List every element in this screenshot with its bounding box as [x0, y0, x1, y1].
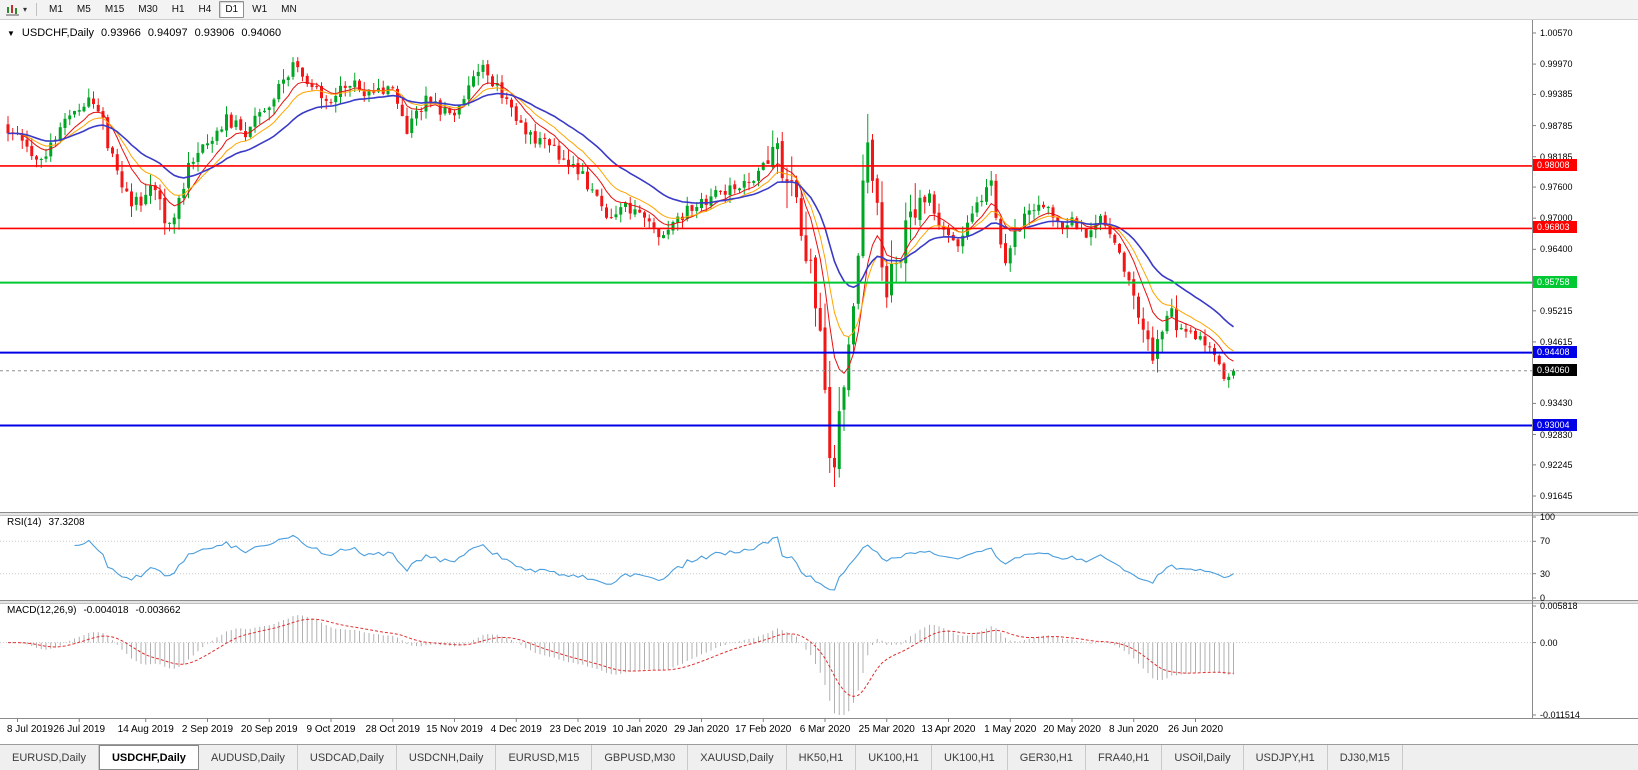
date-label: 25 Mar 2020	[858, 724, 915, 735]
date-label: 10 Jan 2020	[612, 724, 668, 735]
date-label: 9 Oct 2019	[306, 724, 356, 735]
date-label: 1 May 2020	[984, 724, 1037, 735]
chart-tab-USDCNH-Daily[interactable]: USDCNH,Daily	[396, 745, 497, 770]
chart-tab-USDJPY-H1[interactable]: USDJPY,H1	[1243, 745, 1328, 770]
hline-price-tag: 0.95758	[1533, 275, 1577, 288]
price-axis-label: 0.92245	[1540, 459, 1573, 470]
timeframe-button-MN[interactable]: MN	[281, 4, 297, 15]
rsi-axis-label: 0	[1540, 593, 1546, 603]
chart-open-value: 0.93966	[101, 27, 141, 39]
chart-tab-EURUSD-M15[interactable]: EURUSD,M15	[496, 745, 593, 770]
price-axis-label: 1.00570	[1540, 27, 1573, 38]
chart-close-value: 0.94060	[241, 27, 282, 39]
chart-tab-EURUSD-Daily[interactable]: EURUSD,Daily	[0, 745, 99, 770]
chart-tab-AUDUSD-Daily[interactable]: AUDUSD,Daily	[198, 745, 298, 770]
date-label: 4 Dec 2019	[490, 724, 542, 735]
chart-tab-bar: EURUSD,Daily USDCHF,Daily AUDUSD,Daily USDC…	[0, 744, 1638, 770]
timeframe-button-H1[interactable]: H1	[171, 4, 185, 15]
macd-indicator-name: MACD(12,26,9)	[7, 605, 77, 616]
rsi-current-value: 37.3208	[48, 517, 85, 528]
date-label: 29 Jan 2020	[673, 724, 730, 735]
chart-tab-USDCHF-Daily[interactable]: USDCHF,Daily	[98, 745, 199, 770]
date-label: 20 Sep 2019	[240, 724, 298, 735]
hline-price-tag: 0.93004	[1533, 418, 1577, 431]
chart-tab-DJ30-M15[interactable]: DJ30,M15	[1327, 745, 1403, 770]
timeframe-toolbar: ▾ M1 M5 M15 M30 H1 H4 D1 W1 MN	[0, 0, 1638, 20]
date-label: 13 Apr 2020	[921, 724, 976, 735]
macd-main-value: -0.004018	[83, 605, 129, 616]
rsi-axis-label: 70	[1540, 536, 1551, 547]
price-axis-label: 0.97000	[1540, 213, 1573, 224]
date-label: 6 Mar 2020	[799, 724, 851, 735]
rsi-axis-label: 100	[1540, 512, 1556, 522]
rsi-panel-title: RSI(14) 37.3208	[7, 517, 92, 528]
date-label: 17 Feb 2020	[735, 724, 792, 735]
chart-tab-USDCAD-Daily[interactable]: USDCAD,Daily	[297, 745, 397, 770]
chart-marker-icon: ▼	[7, 28, 15, 38]
timeframe-button-W1[interactable]: W1	[252, 4, 268, 15]
toolbar-separator	[36, 3, 38, 16]
date-label: 14 Aug 2019	[117, 724, 174, 735]
chart-tab-XAUUSD-Daily[interactable]: XAUUSD,Daily	[688, 745, 787, 770]
timeframe-buttons-group: M1 M5 M15 M30 H1 H4 D1 W1 MN	[42, 1, 304, 18]
chart-tab-GBPUSD-M30[interactable]: GBPUSD,M30	[592, 745, 689, 770]
current-price-tag: 0.94060	[1533, 363, 1577, 376]
chart-tab-HK50-H1[interactable]: HK50,H1	[786, 745, 857, 770]
date-label: 8 Jun 2020	[1109, 724, 1159, 735]
chart-type-caret-icon[interactable]: ▾	[23, 5, 28, 14]
hline-price-tag: 0.94408	[1533, 345, 1577, 358]
price-axis-label: 0.93430	[1540, 398, 1573, 409]
price-axis-label: 0.98785	[1540, 120, 1573, 131]
chart-tab-UK100-H1[interactable]: UK100,H1	[856, 745, 933, 770]
chart-symbol-label: USDCHF,Daily	[21, 27, 95, 39]
chart-title: ▼ USDCHF,Daily 0.93966 0.94097 0.93906 0…	[7, 27, 288, 39]
price-axis-label: 0.97600	[1540, 182, 1573, 193]
price-axis-label: 0.92830	[1540, 429, 1573, 440]
timeframe-button-M5[interactable]: M5	[76, 4, 91, 15]
chart-tab-USOil-Daily[interactable]: USOil,Daily	[1162, 745, 1244, 770]
chart-tab-GER30-H1[interactable]: GER30,H1	[1007, 745, 1086, 770]
macd-panel-title: MACD(12,26,9) -0.004018 -0.003662	[7, 605, 188, 616]
date-label: 8 Jul 2019	[6, 724, 54, 735]
timeframe-button-D1[interactable]: D1	[219, 1, 245, 18]
date-label: 20 May 2020	[1043, 724, 1101, 735]
price-axis-label: 0.95215	[1540, 305, 1573, 316]
macd-axis-label: 0.005818	[1540, 601, 1578, 611]
timeframe-button-M15[interactable]: M15	[104, 4, 125, 15]
chart-type-icon[interactable]	[4, 3, 22, 17]
hline-price-tag: 0.98008	[1533, 158, 1577, 171]
chart-tab-UK100-H1[interactable]: UK100,H1	[932, 745, 1008, 770]
timeframe-button-H4[interactable]: H4	[198, 4, 212, 15]
price-axis-label: 0.99970	[1540, 59, 1573, 70]
price-axis-label: 0.91645	[1540, 491, 1573, 502]
macd-axis-label: -0.011514	[1540, 710, 1580, 720]
macd-signal-value: -0.003662	[135, 605, 181, 616]
date-label: 23 Dec 2019	[549, 724, 607, 735]
timeframe-button-M1[interactable]: M1	[49, 4, 63, 15]
macd-axis-label: 0.00	[1540, 637, 1558, 648]
chart-high-value: 0.94097	[147, 27, 188, 39]
date-label: 28 Oct 2019	[365, 724, 420, 735]
price-axis-label: 0.98185	[1540, 151, 1573, 162]
date-label: 26 Jun 2020	[1167, 724, 1224, 735]
price-axis-label: 0.94615	[1540, 336, 1573, 347]
rsi-indicator-name: RSI(14)	[7, 517, 42, 528]
chart-tab-FRA40-H1[interactable]: FRA40,H1	[1086, 745, 1163, 770]
date-label: 15 Nov 2019	[426, 724, 483, 735]
hline-price-tag: 0.96803	[1533, 221, 1577, 234]
date-label: 2 Sep 2019	[181, 724, 234, 735]
chart-low-value: 0.93906	[194, 27, 235, 39]
rsi-axis-label: 30	[1540, 568, 1551, 579]
date-label: 26 Jul 2019	[53, 724, 106, 735]
price-axis-label: 0.96400	[1540, 244, 1573, 255]
price-axis-label: 0.99385	[1540, 89, 1573, 100]
timeframe-button-M30[interactable]: M30	[138, 4, 158, 15]
